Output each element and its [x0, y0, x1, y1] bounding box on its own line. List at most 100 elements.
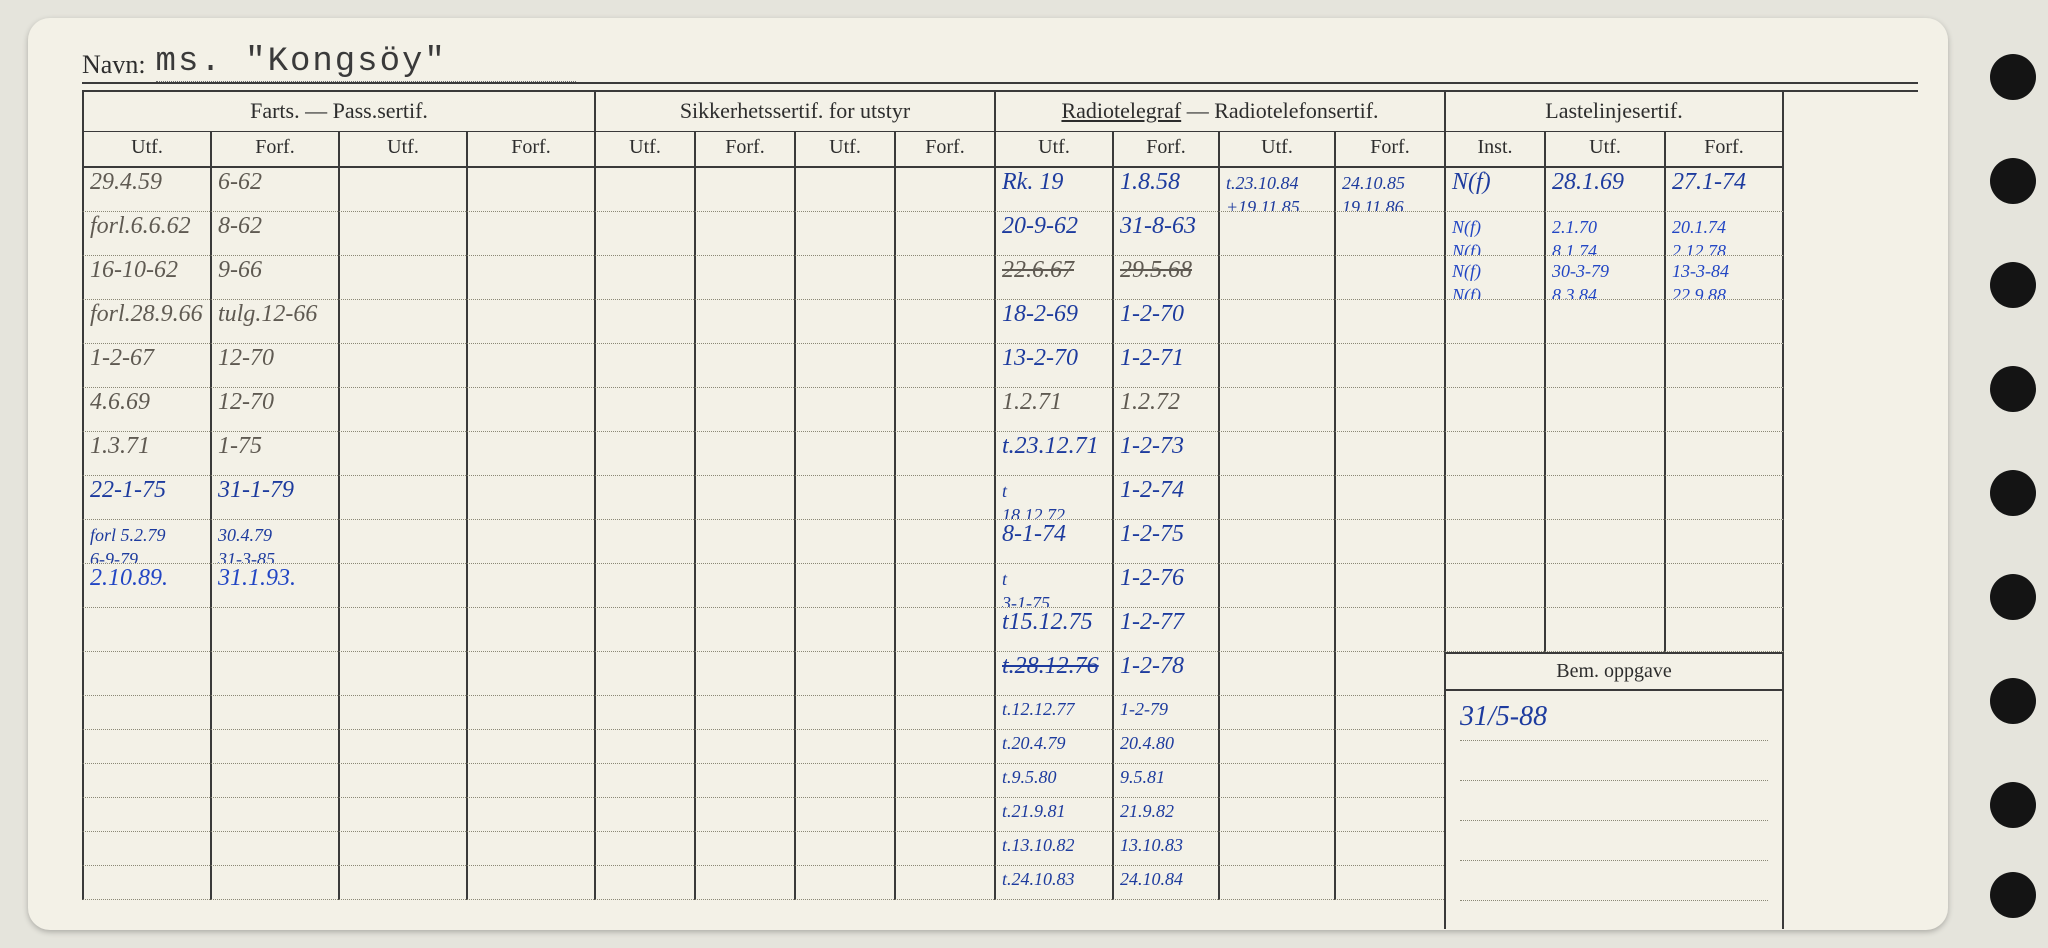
- cell-c6: [694, 520, 794, 564]
- cell-c3: [338, 520, 466, 564]
- cell-c13: [1444, 608, 1544, 652]
- cell-c6: [694, 652, 794, 696]
- cell-c5: [594, 730, 694, 764]
- cell-c11: [1218, 388, 1334, 432]
- cell-c11: [1218, 798, 1334, 832]
- cell-c15: [1664, 608, 1784, 652]
- cell-c6: [694, 476, 794, 520]
- cell-c13: [1444, 476, 1544, 520]
- cell-c9: 13-2-70: [994, 344, 1112, 388]
- cell-c11: [1218, 764, 1334, 798]
- cell-c8: [894, 564, 994, 608]
- cell-c12: [1334, 432, 1444, 476]
- table-row: forl.28.9.66tulg.12-6618-2-691-2-70: [82, 300, 1918, 344]
- cell-c9: 22.6.67: [994, 256, 1112, 300]
- cell-c4: [466, 256, 594, 300]
- table-row: t15.12.751-2-77: [82, 608, 1918, 652]
- cell-c1: 22-1-75: [82, 476, 210, 520]
- cell-c12: [1334, 866, 1444, 900]
- cell-c11: [1218, 212, 1334, 256]
- binder-hole: [1990, 158, 2036, 204]
- cell-c14: [1544, 300, 1664, 344]
- cell-c4: [466, 866, 594, 900]
- cell-c12: [1334, 300, 1444, 344]
- cell-c11: [1218, 730, 1334, 764]
- cell-c2: 8-62: [210, 212, 338, 256]
- cell-c12: [1334, 652, 1444, 696]
- cell-c8: [894, 764, 994, 798]
- cell-c1: [82, 608, 210, 652]
- cell-c5: [594, 652, 694, 696]
- cell-c10: 9.5.81: [1112, 764, 1218, 798]
- cell-c6: [694, 608, 794, 652]
- cell-c3: [338, 696, 466, 730]
- cell-c3: [338, 832, 466, 866]
- cell-c9: 18-2-69: [994, 300, 1112, 344]
- cell-c1: forl 5.2.796-9-79: [82, 520, 210, 564]
- cell-c8: [894, 866, 994, 900]
- cell-c10: 20.4.80: [1112, 730, 1218, 764]
- cell-c6: [694, 696, 794, 730]
- cell-c6: [694, 344, 794, 388]
- cell-c3: [338, 432, 466, 476]
- cell-c8: [894, 652, 994, 696]
- cell-c7: [794, 212, 894, 256]
- cell-c1: [82, 866, 210, 900]
- cell-c15: [1664, 388, 1784, 432]
- cell-c12: [1334, 388, 1444, 432]
- cell-c14: [1544, 388, 1664, 432]
- cell-c2: [210, 866, 338, 900]
- cell-c7: [794, 798, 894, 832]
- cell-c2: 31.1.93.: [210, 564, 338, 608]
- cell-c2: [210, 832, 338, 866]
- cell-c15: [1664, 432, 1784, 476]
- bem-value: 31/5-88: [1460, 701, 1768, 741]
- cell-c14: 30-3-798.3.84: [1544, 256, 1664, 300]
- col-forf-2: Forf.: [466, 132, 594, 168]
- index-card: Navn: ms. "Kongsöy" Farts. — Pass.sertif…: [28, 18, 1948, 930]
- cell-c9: t.20.4.79: [994, 730, 1112, 764]
- cell-c13: N(f)N(f): [1444, 212, 1544, 256]
- bem-empty-row: [1460, 861, 1768, 901]
- cell-c3: [338, 344, 466, 388]
- cell-c8: [894, 520, 994, 564]
- cell-c6: [694, 256, 794, 300]
- cell-c10: 29.5.68: [1112, 256, 1218, 300]
- cell-c6: [694, 730, 794, 764]
- col-forf-7: Forf.: [1664, 132, 1784, 168]
- cell-c11: [1218, 476, 1334, 520]
- cell-c10: 1.2.72: [1112, 388, 1218, 432]
- cell-c8: [894, 300, 994, 344]
- cell-c1: 1.3.71: [82, 432, 210, 476]
- cell-c5: [594, 798, 694, 832]
- section-lastelinje: Lastelinjesertif.: [1444, 92, 1784, 132]
- cell-c3: [338, 212, 466, 256]
- section-c-strike: Radiotelegraf: [1061, 98, 1181, 123]
- cell-c12: [1334, 520, 1444, 564]
- cell-c8: [894, 832, 994, 866]
- cell-c11: [1218, 432, 1334, 476]
- cell-c10: 13.10.83: [1112, 832, 1218, 866]
- cell-c15: [1664, 300, 1784, 344]
- cell-c7: [794, 696, 894, 730]
- cell-c6: [694, 432, 794, 476]
- cell-c10: 1-2-73: [1112, 432, 1218, 476]
- col-utf-1: Utf.: [82, 132, 210, 168]
- cell-c15: 13-3-8422.9.88: [1664, 256, 1784, 300]
- cell-c14: [1544, 432, 1664, 476]
- binder-hole: [1990, 262, 2036, 308]
- cell-c1: [82, 730, 210, 764]
- cell-c3: [338, 388, 466, 432]
- cell-c11: [1218, 608, 1334, 652]
- section-sikkerhet: Sikkerhetssertif. for utstyr: [594, 92, 994, 132]
- cell-c1: forl.6.6.62: [82, 212, 210, 256]
- cell-c9: Rk. 19: [994, 168, 1112, 212]
- binder-hole: [1990, 574, 2036, 620]
- section-farts: Farts. — Pass.sertif.: [82, 92, 594, 132]
- cell-c9: 8-1-74: [994, 520, 1112, 564]
- cell-c2: [210, 652, 338, 696]
- cell-c6: [694, 168, 794, 212]
- cell-c3: [338, 730, 466, 764]
- binder-hole: [1990, 366, 2036, 412]
- cell-c3: [338, 256, 466, 300]
